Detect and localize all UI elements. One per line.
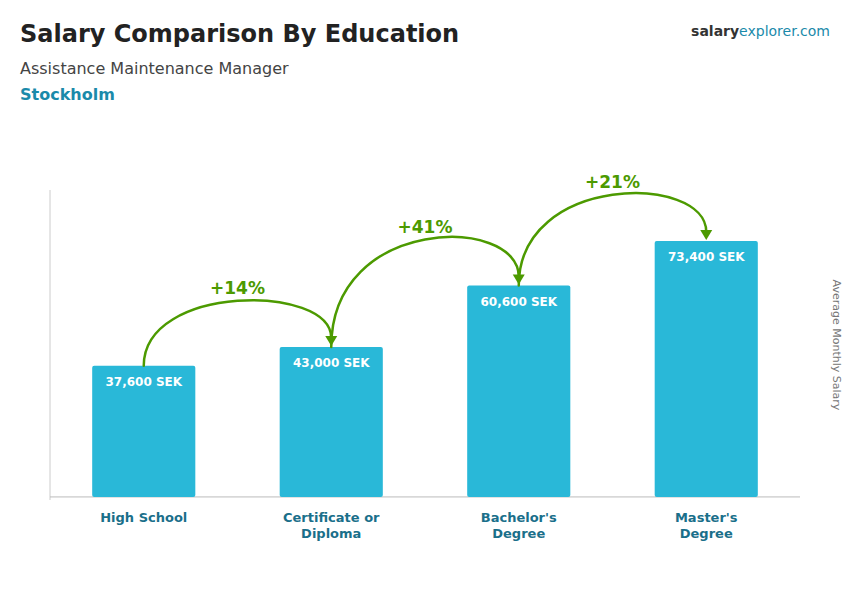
subtitle: Assistance Maintenance Manager [20,59,289,78]
category-label: High School [100,510,187,525]
bar [655,241,758,497]
change-label: +21% [585,172,640,192]
chart: Salary Comparison By Education Assistance… [0,0,850,606]
bar [92,366,195,497]
location: Stockholm [20,85,115,104]
text-line: Master's [675,510,738,525]
watermark-part: salary [691,23,739,39]
text-line: Diploma [301,526,361,541]
change-label: +41% [398,217,453,237]
arrow-head [700,230,712,240]
category-label: Bachelor'sDegree [481,510,557,541]
change-arrow [144,300,332,365]
watermark-part: explorer.com [739,23,830,39]
value-label: 43,000 SEK [293,356,370,370]
category-label: Master'sDegree [675,510,738,541]
y-axis-label: Average Monthly Salary [830,280,843,411]
y-axis-line [50,190,51,500]
text-line: Degree [680,526,733,541]
text-line: Certificate or [283,510,380,525]
value-label: 60,600 SEK [480,295,557,309]
bar [467,286,570,497]
category-label: Certificate orDiploma [283,510,380,541]
change-label: +14% [210,278,265,298]
change-arrow [331,237,519,347]
text-line: Bachelor's [481,510,557,525]
title: Salary Comparison By Education [20,20,459,48]
text-line: Degree [492,526,545,541]
bar [280,347,383,497]
change-arrow [519,193,707,285]
watermark: salaryexplorer.com [691,23,830,39]
value-label: 73,400 SEK [668,250,745,264]
value-label: 37,600 SEK [105,375,182,389]
